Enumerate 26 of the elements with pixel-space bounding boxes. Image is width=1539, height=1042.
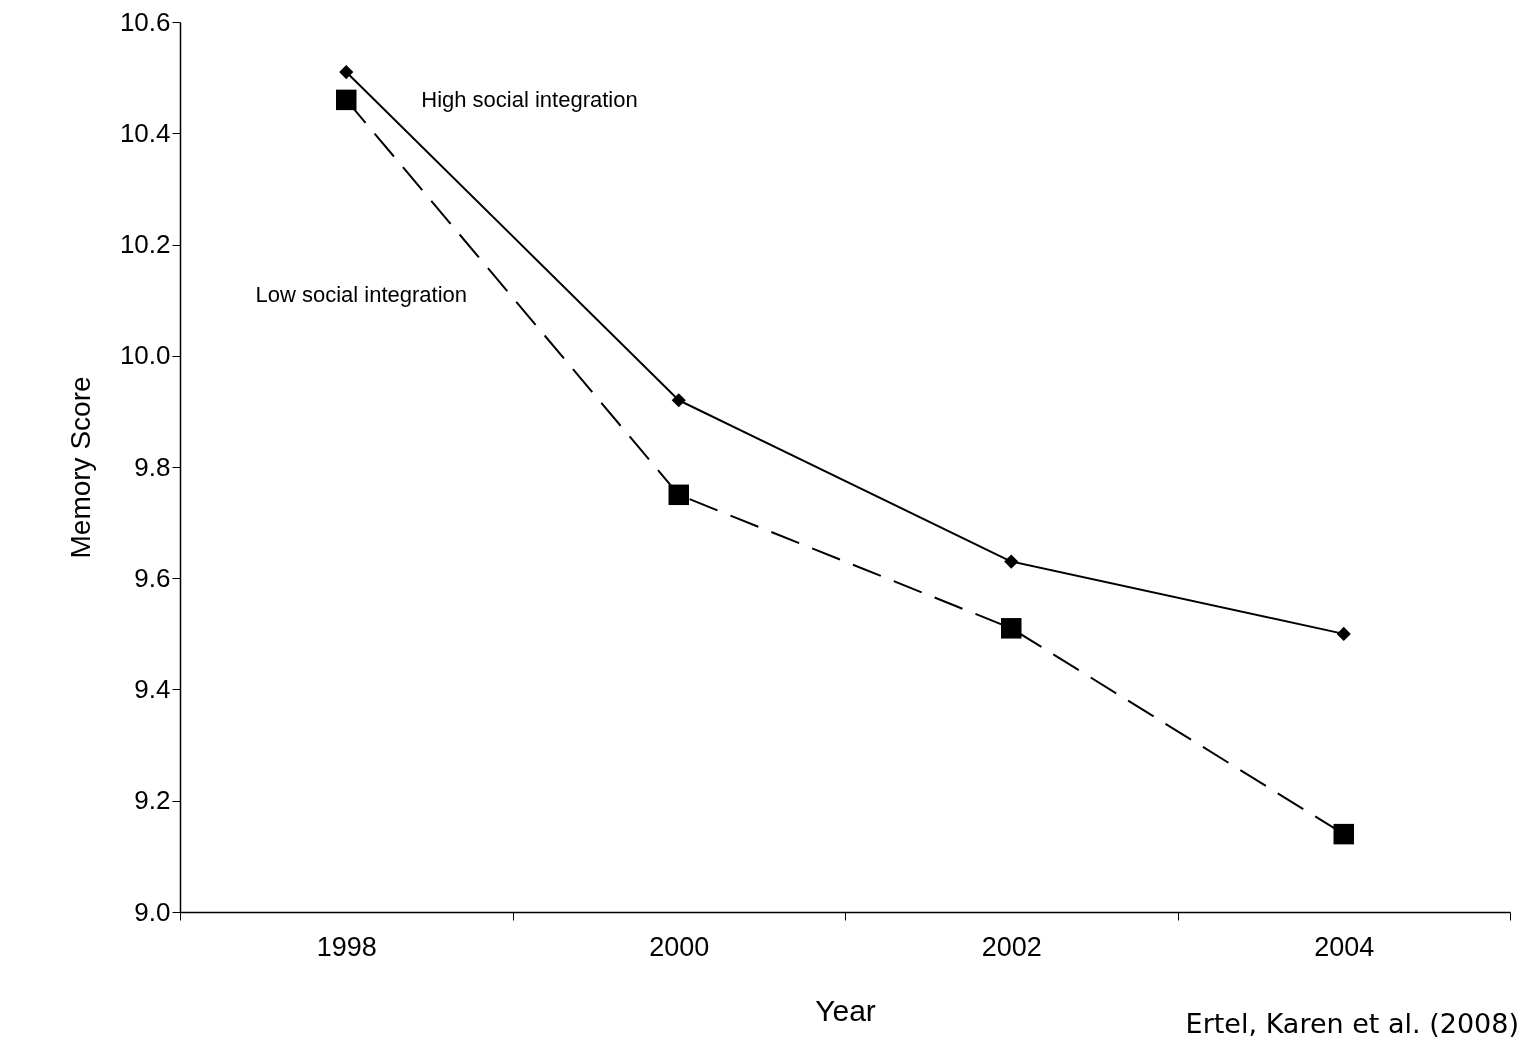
y-tick-label: 9.0 [134,896,171,927]
point [671,393,686,408]
y-tick-label: 10.4 [119,117,171,148]
y-tick-label: 10.2 [119,229,171,259]
x-tick-label: 1998 [316,931,377,962]
series-label: High social integration [421,87,638,113]
y-tick-label: 9.6 [134,562,171,593]
y-tick-label: 9.8 [134,451,171,482]
y-tick-label: 9.2 [134,785,171,816]
point [1004,554,1019,569]
x-axis-title: Year [815,993,876,1027]
point [1001,618,1022,639]
x-tick-label: 2002 [981,931,1042,962]
x-tick-label: 2004 [1314,931,1375,962]
x-tick-label: 2000 [649,931,710,962]
series-label: Low social integration [255,281,468,307]
y-tick-label: 10.6 [119,6,171,37]
point [336,89,357,111]
y-tick-label: 9.4 [134,674,171,704]
point [339,64,354,80]
point [1336,626,1351,641]
point [1333,823,1354,845]
y-axis-title: Memory Score [64,376,96,559]
y-tick-label: 10.0 [119,340,171,371]
text: Ertel, Karen et al. (2008) [1185,1008,1519,1039]
point [668,484,689,506]
